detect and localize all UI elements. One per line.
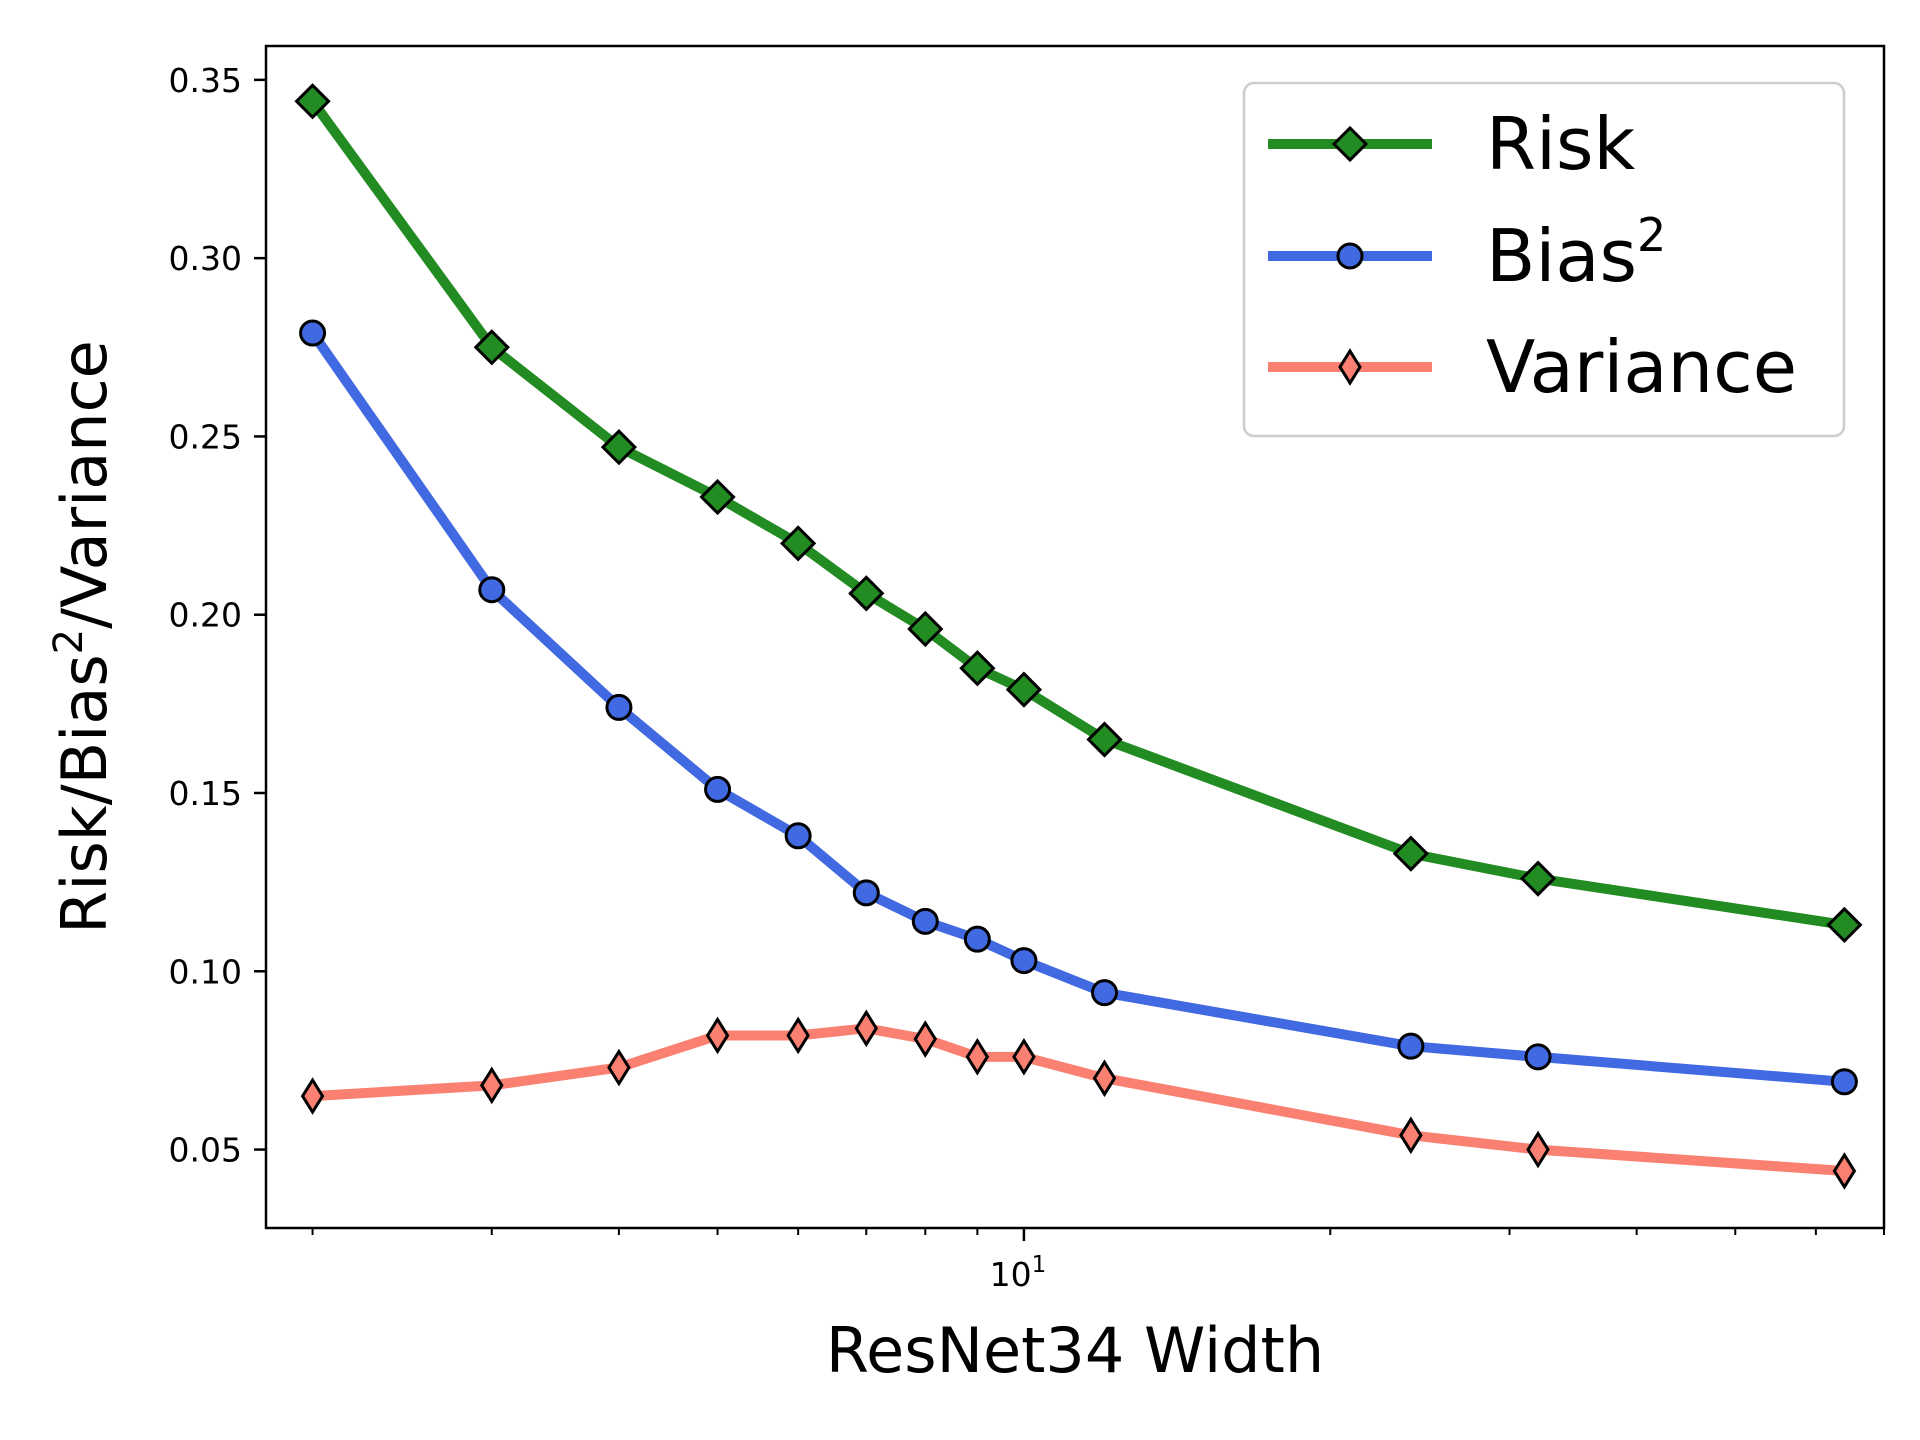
data-point: [959, 650, 996, 687]
x-tick-label-base: 10: [990, 1255, 1032, 1294]
data-point: [907, 610, 944, 648]
data-point: [1397, 1032, 1425, 1060]
y-axis-label-part: Risk/Bias: [48, 654, 121, 933]
y-axis: 0.05 0.10 0.15 0.20 0.25 0.30 0.35: [169, 61, 266, 1170]
y-tick-label: 0.10: [169, 952, 242, 991]
x-axis: 101: [311, 1228, 1885, 1294]
data-point: [473, 329, 510, 366]
y-tick-label: 0.15: [169, 774, 242, 813]
series-layer: [294, 83, 1863, 1190]
data-point: [705, 1016, 730, 1055]
x-tick-label-exponent: 1: [1032, 1252, 1047, 1278]
data-point: [1086, 721, 1123, 758]
legend-label: Risk: [1486, 102, 1636, 186]
data-point: [704, 775, 732, 803]
data-point: [1519, 860, 1557, 897]
y-tick-label: 0.20: [169, 596, 242, 635]
data-point: [1526, 1130, 1550, 1169]
y-tick-label: 0.25: [169, 417, 242, 456]
data-point: [913, 1020, 938, 1058]
data-point: [1826, 906, 1863, 944]
data-point: [299, 319, 327, 347]
data-point: [607, 1048, 631, 1087]
data-point: [780, 525, 817, 562]
data-point: [911, 907, 939, 935]
data-point: [854, 1009, 879, 1048]
legend-item: Bias2: [1268, 208, 1666, 298]
data-point: [1091, 979, 1119, 1007]
legend-marker: [1336, 242, 1364, 270]
data-point: [1832, 1152, 1857, 1190]
series-bias: [299, 319, 1858, 1096]
legend-label-text: Bias: [1486, 214, 1637, 298]
legend-label-superscript: 2: [1637, 208, 1666, 262]
data-point: [786, 1016, 810, 1055]
x-axis-label: ResNet34 Width: [826, 1314, 1324, 1387]
data-point: [478, 576, 506, 604]
data-point: [963, 925, 991, 953]
series-variance: [300, 1009, 1857, 1190]
data-point: [1399, 1116, 1423, 1155]
data-point: [852, 879, 880, 907]
legend-item: Variance: [1268, 325, 1797, 409]
legend: Risk Bias2 Variance: [1242, 81, 1846, 438]
series-risk: [294, 83, 1863, 944]
y-axis-label-part: /Variance: [48, 340, 121, 629]
legend-marker: [1331, 125, 1369, 163]
data-point: [1010, 947, 1038, 975]
plot-frame: [264, 44, 1886, 1230]
y-tick-label: 0.30: [169, 239, 242, 278]
legend-item: Risk: [1268, 102, 1636, 186]
data-point: [300, 1077, 325, 1115]
data-point: [1005, 671, 1043, 708]
y-tick-label: 0.35: [169, 61, 242, 100]
data-point: [294, 83, 331, 120]
data-point: [699, 478, 736, 516]
x-tick-label: 101: [990, 1252, 1047, 1294]
legend-label-text: Risk: [1486, 102, 1636, 186]
data-point: [848, 575, 885, 612]
data-point: [1012, 1038, 1036, 1076]
y-axis-label: Risk/Bias2/Variance: [46, 340, 121, 934]
y-tick-label: 0.05: [169, 1131, 242, 1170]
data-point: [1524, 1043, 1552, 1071]
legend-label: Variance: [1486, 325, 1797, 409]
legend-box: [1242, 81, 1846, 438]
data-point: [1392, 835, 1429, 872]
data-point: [1830, 1068, 1858, 1096]
legend-label: Bias2: [1486, 208, 1666, 298]
data-point: [784, 822, 812, 850]
legend-marker: [1338, 348, 1362, 386]
y-axis-label-part: 2: [46, 629, 92, 654]
data-point: [480, 1066, 504, 1105]
data-point: [1092, 1059, 1117, 1098]
legend-label-text: Variance: [1486, 325, 1797, 409]
data-point: [605, 693, 633, 721]
data-point: [965, 1038, 990, 1076]
data-point: [600, 429, 638, 466]
